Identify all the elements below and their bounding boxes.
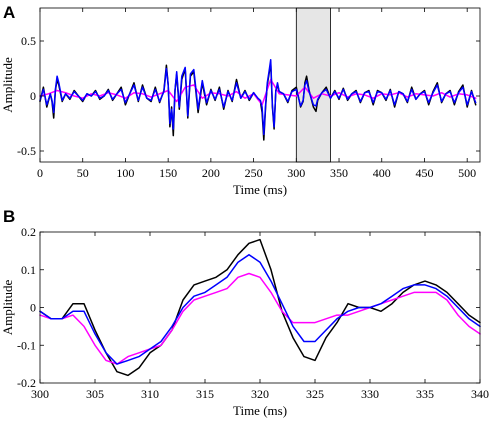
y-tick-label: 0.1 bbox=[21, 263, 36, 277]
panel-letter: A bbox=[3, 3, 15, 22]
y-tick-label: -0.2 bbox=[17, 376, 36, 390]
y-tick-label: 0.5 bbox=[21, 34, 36, 48]
x-tick-label: 320 bbox=[251, 387, 269, 401]
x-tick-label: 100 bbox=[116, 166, 134, 180]
plot-frame bbox=[39, 7, 481, 163]
x-tick-label: 305 bbox=[86, 387, 104, 401]
x-tick-label: 450 bbox=[415, 166, 433, 180]
y-axis-label: Amplitude bbox=[0, 279, 15, 335]
x-tick-label: 300 bbox=[31, 387, 49, 401]
y-tick-label: 0 bbox=[30, 89, 36, 103]
series-line-3 bbox=[39, 253, 481, 365]
x-tick-label: 350 bbox=[330, 166, 348, 180]
panel-letter: B bbox=[3, 207, 15, 226]
x-tick-label: 310 bbox=[141, 387, 159, 401]
x-tick-label: 330 bbox=[361, 387, 379, 401]
series-line-1 bbox=[39, 62, 477, 141]
x-tick-label: 325 bbox=[306, 387, 324, 401]
x-tick-label: 250 bbox=[245, 166, 263, 180]
y-tick-label: -0.1 bbox=[17, 338, 36, 352]
series-line-3 bbox=[39, 58, 477, 136]
chart-panel-A: A0 50 100 150 200 250 300 350 400 450 500-0.500.5T… bbox=[0, 3, 481, 197]
y-tick-label: 0 bbox=[30, 301, 36, 315]
chart-panel-B: B 300 305 310 315 320 325 330 335 340 -0.2 -0.1 0 0.1… bbox=[0, 207, 489, 418]
x-tick-label: 150 bbox=[159, 166, 177, 180]
x-tick-label: 0 bbox=[37, 166, 43, 180]
x-tick-label: 400 bbox=[373, 166, 391, 180]
x-tick-label: 200 bbox=[202, 166, 220, 180]
x-tick-label: 50 bbox=[77, 166, 89, 180]
x-axis-label: Time (ms) bbox=[233, 182, 287, 197]
y-tick-label: -0.5 bbox=[17, 144, 36, 158]
x-tick-label: 340 bbox=[471, 387, 489, 401]
x-tick-label: 335 bbox=[416, 387, 434, 401]
x-tick-label: 500 bbox=[458, 166, 476, 180]
x-axis-label: Time (ms) bbox=[233, 403, 287, 418]
series-line-2 bbox=[39, 272, 481, 365]
x-tick-label: 315 bbox=[196, 387, 214, 401]
highlight-window bbox=[295, 7, 331, 163]
x-tick-label: 300 bbox=[287, 166, 305, 180]
series-line-1 bbox=[39, 238, 481, 377]
y-tick-label: 0.2 bbox=[21, 225, 36, 239]
y-axis-label: Amplitude bbox=[0, 57, 15, 113]
